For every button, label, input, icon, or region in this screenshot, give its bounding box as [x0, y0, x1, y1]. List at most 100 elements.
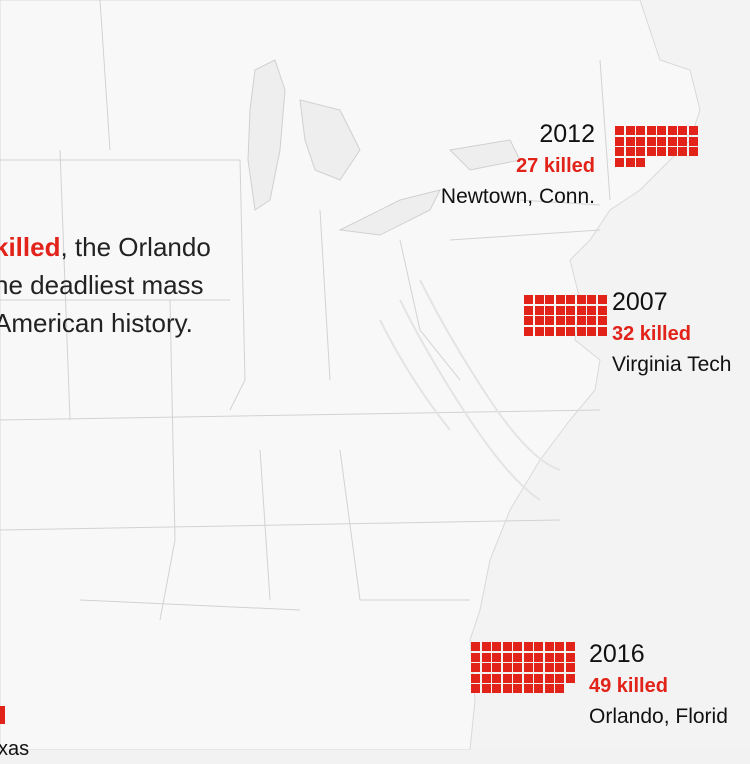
victim-square	[597, 316, 607, 325]
event-killed-newtown: 27 killed	[516, 155, 595, 177]
victim-square	[636, 136, 645, 146]
victim-square	[688, 147, 698, 156]
victim-square	[625, 157, 635, 167]
victim-square	[576, 326, 586, 336]
victim-square	[513, 663, 522, 672]
intro-line-1: killed, the Orlando	[0, 228, 211, 266]
victim-square	[657, 136, 666, 146]
victim-square	[513, 652, 522, 662]
victim-square	[534, 663, 543, 672]
victim-square	[492, 642, 501, 651]
victim-square	[523, 673, 533, 683]
victim-square	[688, 126, 698, 135]
victim-square	[502, 652, 512, 662]
victim-square	[625, 147, 635, 156]
lake-huron	[299, 99, 361, 181]
victim-square	[555, 642, 564, 651]
victim-square	[545, 326, 554, 336]
intro-highlight: killed	[0, 232, 61, 262]
victim-square	[688, 136, 698, 146]
victim-square	[502, 673, 512, 683]
victim-square	[646, 147, 656, 156]
victim-square	[555, 316, 565, 325]
victim-square	[513, 642, 522, 651]
event-year-virginia-tech: 2007	[612, 288, 668, 316]
victim-square	[646, 136, 656, 146]
victim-square	[555, 663, 564, 672]
event-year-newtown: 2012	[539, 120, 595, 148]
victim-square	[544, 663, 554, 672]
victim-square	[566, 305, 575, 315]
victim-square	[534, 673, 543, 683]
lake-ontario	[448, 139, 521, 171]
victim-square	[502, 684, 512, 693]
victim-square	[667, 147, 677, 156]
event-year-orlando: 2016	[589, 640, 645, 668]
victim-square	[471, 642, 480, 651]
victim-square	[565, 652, 575, 662]
victim-square	[576, 295, 586, 304]
victim-square	[534, 326, 544, 336]
victim-square	[502, 663, 512, 672]
victim-square	[615, 136, 624, 146]
victim-square	[555, 652, 564, 662]
victim-square	[471, 652, 480, 662]
partial-place-fragment: xas	[0, 738, 30, 760]
event-place-newtown: Newtown, Conn.	[440, 185, 595, 208]
victim-square	[597, 326, 607, 336]
victim-square	[492, 652, 501, 662]
victim-square	[576, 305, 586, 315]
intro-line-2: he deadliest mass	[0, 270, 204, 300]
victim-square	[544, 642, 554, 651]
event-place-virginia-tech: Virginia Tech	[612, 353, 732, 376]
victim-square	[678, 126, 687, 135]
lake-erie	[338, 189, 441, 236]
victim-square	[555, 684, 564, 693]
victim-square	[587, 326, 596, 336]
victim-square	[492, 673, 501, 683]
event-place-orlando: Orlando, Florid	[589, 705, 728, 728]
victim-square	[544, 673, 554, 683]
victim-square	[492, 684, 501, 693]
victim-square	[471, 684, 480, 693]
victim-square	[534, 295, 544, 304]
victim-square	[545, 316, 554, 325]
victim-square	[524, 295, 533, 304]
victim-square	[678, 147, 687, 156]
event-killed-orlando: 49 killed	[589, 675, 668, 697]
event-killed-virginia-tech: 32 killed	[612, 323, 691, 345]
victim-square	[524, 326, 533, 336]
victim-square	[678, 136, 687, 146]
lake-michigan	[247, 59, 286, 211]
victim-square	[534, 684, 543, 693]
victim-square	[636, 147, 645, 156]
victim-square	[523, 663, 533, 672]
victim-square	[481, 684, 491, 693]
victim-square	[545, 295, 554, 304]
victim-square	[523, 642, 533, 651]
victim-square	[523, 652, 533, 662]
intro-line-1-rest: , the Orlando	[60, 232, 211, 262]
victim-square	[513, 673, 522, 683]
victim-square	[481, 642, 491, 651]
victim-square	[534, 305, 544, 315]
victim-square	[576, 316, 586, 325]
victim-square	[565, 673, 575, 683]
victim-square	[587, 305, 596, 315]
victim-square	[566, 295, 575, 304]
victim-square	[502, 642, 512, 651]
victim-square	[565, 642, 575, 651]
victim-square	[615, 126, 624, 135]
intro-text: killed, the Orlando he deadliest mass Am…	[0, 228, 211, 342]
victim-square	[625, 126, 635, 135]
victim-square	[524, 316, 533, 325]
victim-square	[646, 126, 656, 135]
victim-square	[534, 652, 543, 662]
victim-square	[545, 305, 554, 315]
victim-square	[524, 305, 533, 315]
victim-square	[615, 157, 624, 167]
victim-square	[657, 147, 666, 156]
victim-square	[555, 673, 564, 683]
victim-square	[555, 305, 565, 315]
